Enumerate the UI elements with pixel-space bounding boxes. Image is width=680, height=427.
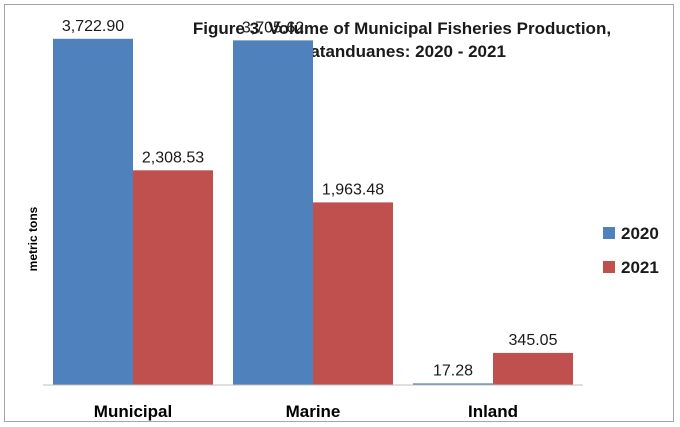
bar-marine-2020	[233, 40, 313, 385]
legend-label-2020: 2020	[621, 224, 659, 243]
legend-label-2021: 2021	[621, 258, 659, 277]
data-label-municipal-2021: 2,308.53	[142, 149, 204, 166]
chart-title-line-1: Figure 3. Volume of Municipal Fisheries …	[193, 19, 611, 38]
legend-swatch-2020	[603, 227, 615, 239]
data-label-municipal-2020: 3,722.90	[62, 18, 124, 35]
legend: 2020 2021	[603, 224, 659, 277]
bar-marine-2021	[313, 202, 393, 385]
bar-municipal-2020	[53, 38, 133, 386]
data-label-marine-2020: 3,705.62	[242, 19, 304, 36]
bars-layer	[53, 38, 573, 386]
bar-chart: Figure 3. Volume of Municipal Fisheries …	[26, 18, 659, 421]
data-label-marine-2021: 1,963.48	[322, 181, 384, 198]
category-label-marine: Marine	[286, 402, 341, 421]
chart-frame: Figure 3. Volume of Municipal Fisheries …	[4, 4, 674, 422]
data-label-inland-2021: 345.05	[509, 332, 558, 349]
bar-inland-2021	[493, 352, 573, 385]
y-axis-label: metric tons	[26, 206, 40, 271]
bar-inland-2020	[413, 383, 493, 385]
data-label-inland-2020: 17.28	[433, 362, 473, 379]
bar-municipal-2021	[133, 170, 213, 385]
data-labels-layer: 3,722.90 2,308.53 3,705.62 1,963.48 17.28 345…	[62, 18, 558, 380]
legend-swatch-2021	[603, 261, 615, 273]
category-label-inland: Inland	[468, 402, 518, 421]
chart-title-line-2: Catanduanes: 2020 - 2021	[298, 42, 506, 61]
category-labels-layer: Municipal Marine Inland	[94, 402, 518, 421]
category-label-municipal: Municipal	[94, 402, 172, 421]
